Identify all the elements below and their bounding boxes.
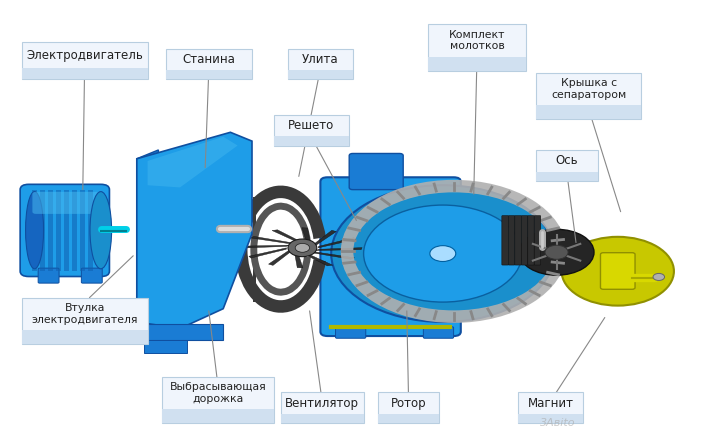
- Circle shape: [331, 185, 554, 322]
- FancyBboxPatch shape: [20, 184, 109, 277]
- Text: Магнит: Магнит: [528, 397, 574, 410]
- Polygon shape: [314, 230, 336, 245]
- Circle shape: [519, 229, 594, 275]
- FancyBboxPatch shape: [320, 177, 461, 336]
- Text: Ротор: Ротор: [391, 397, 426, 410]
- Polygon shape: [243, 245, 289, 248]
- Text: Ось: Ось: [556, 154, 578, 167]
- FancyBboxPatch shape: [288, 70, 353, 79]
- Circle shape: [562, 237, 674, 306]
- FancyBboxPatch shape: [166, 70, 252, 79]
- FancyBboxPatch shape: [508, 216, 515, 265]
- FancyBboxPatch shape: [22, 68, 148, 79]
- FancyBboxPatch shape: [22, 42, 148, 79]
- Polygon shape: [140, 324, 223, 340]
- FancyBboxPatch shape: [536, 73, 641, 119]
- Ellipse shape: [26, 191, 44, 269]
- FancyBboxPatch shape: [281, 414, 364, 423]
- FancyBboxPatch shape: [518, 414, 583, 423]
- Polygon shape: [80, 190, 85, 271]
- FancyBboxPatch shape: [166, 49, 252, 79]
- FancyBboxPatch shape: [162, 377, 274, 423]
- Polygon shape: [302, 253, 333, 266]
- Polygon shape: [72, 190, 77, 271]
- Polygon shape: [253, 197, 256, 302]
- Circle shape: [295, 243, 310, 252]
- FancyBboxPatch shape: [22, 298, 148, 344]
- Circle shape: [364, 205, 522, 302]
- Polygon shape: [48, 190, 53, 271]
- FancyBboxPatch shape: [528, 216, 534, 265]
- FancyBboxPatch shape: [502, 216, 508, 265]
- Polygon shape: [137, 132, 252, 329]
- FancyBboxPatch shape: [428, 57, 526, 71]
- FancyBboxPatch shape: [22, 330, 148, 344]
- Polygon shape: [294, 252, 303, 268]
- Text: Решето: Решето: [288, 119, 335, 132]
- Polygon shape: [310, 252, 354, 259]
- FancyBboxPatch shape: [162, 409, 274, 423]
- Circle shape: [288, 239, 317, 257]
- FancyBboxPatch shape: [288, 49, 353, 79]
- Text: Комплект
молотков: Комплект молотков: [449, 30, 505, 51]
- Polygon shape: [316, 248, 362, 250]
- Polygon shape: [144, 340, 187, 353]
- FancyBboxPatch shape: [378, 414, 439, 423]
- Circle shape: [430, 246, 456, 262]
- Polygon shape: [56, 190, 61, 271]
- FancyBboxPatch shape: [536, 172, 598, 181]
- FancyBboxPatch shape: [600, 253, 635, 289]
- Text: Вентилятор: Вентилятор: [285, 397, 359, 410]
- Polygon shape: [148, 137, 238, 187]
- Polygon shape: [302, 228, 310, 243]
- FancyBboxPatch shape: [81, 268, 102, 283]
- FancyBboxPatch shape: [515, 216, 521, 265]
- FancyBboxPatch shape: [378, 392, 439, 423]
- FancyBboxPatch shape: [38, 268, 59, 283]
- Text: Электродвигатель: Электродвигатель: [26, 49, 143, 61]
- Text: Выбрасывающая
дорожка: Выбрасывающая дорожка: [169, 382, 266, 404]
- Text: 3Авito: 3Авito: [540, 418, 576, 428]
- FancyBboxPatch shape: [518, 392, 583, 423]
- FancyBboxPatch shape: [349, 153, 403, 190]
- FancyBboxPatch shape: [274, 115, 349, 146]
- FancyBboxPatch shape: [423, 327, 454, 338]
- Circle shape: [653, 273, 665, 280]
- Circle shape: [545, 245, 568, 259]
- FancyBboxPatch shape: [428, 24, 526, 71]
- Polygon shape: [88, 190, 93, 271]
- Text: Улита: Улита: [302, 53, 338, 66]
- Polygon shape: [40, 190, 45, 271]
- FancyBboxPatch shape: [32, 192, 101, 214]
- FancyBboxPatch shape: [274, 136, 349, 146]
- FancyBboxPatch shape: [534, 216, 541, 265]
- FancyBboxPatch shape: [281, 392, 364, 423]
- Polygon shape: [251, 236, 294, 244]
- Ellipse shape: [90, 191, 112, 269]
- FancyBboxPatch shape: [536, 150, 598, 181]
- FancyBboxPatch shape: [521, 216, 528, 265]
- Polygon shape: [318, 238, 356, 248]
- Polygon shape: [137, 150, 158, 329]
- Polygon shape: [32, 190, 37, 271]
- Text: Втулка
электродвигателя: Втулка электродвигателя: [32, 303, 138, 325]
- Text: Станина: Станина: [182, 53, 235, 66]
- Text: Крышка с
сепаратором: Крышка с сепаратором: [551, 78, 626, 100]
- Polygon shape: [272, 230, 302, 243]
- Polygon shape: [269, 250, 291, 265]
- FancyBboxPatch shape: [536, 105, 641, 119]
- FancyBboxPatch shape: [336, 327, 366, 338]
- Polygon shape: [249, 248, 287, 258]
- Polygon shape: [64, 190, 69, 271]
